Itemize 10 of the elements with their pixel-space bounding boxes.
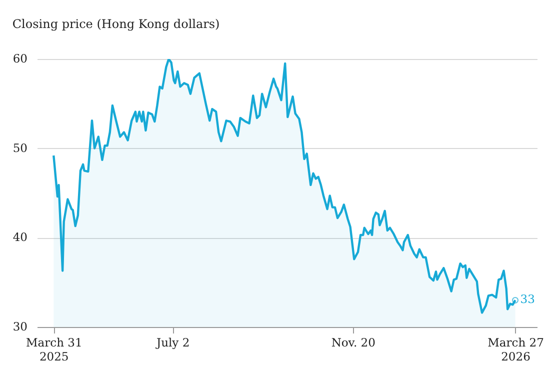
x-tick-label: March 31 2025 bbox=[26, 336, 82, 364]
y-tick-label: 60 bbox=[12, 52, 28, 66]
x-tick-label: July 2 bbox=[155, 336, 190, 350]
y-tick-label: 40 bbox=[12, 230, 28, 244]
y-tick-label: 30 bbox=[12, 320, 28, 334]
chart-title: Closing price (Hong Kong dollars) bbox=[12, 17, 220, 31]
annotation: 33 bbox=[520, 292, 535, 306]
x-tick-label: Nov. 20 bbox=[331, 336, 376, 350]
x-tick-label: March 27 2026 bbox=[488, 336, 544, 364]
y-tick-label: 50 bbox=[12, 140, 28, 155]
